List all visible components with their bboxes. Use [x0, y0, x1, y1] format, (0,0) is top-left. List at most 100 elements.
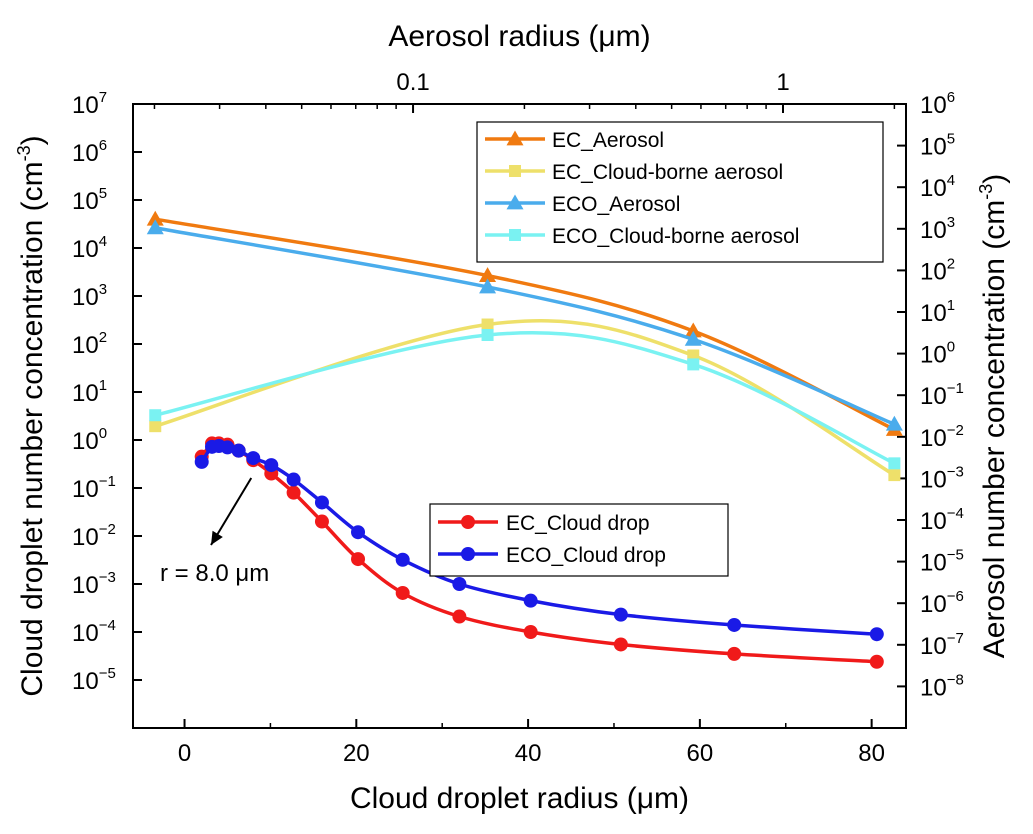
right-axis: 10−8 10−7 10−6 10−5 10−4 10−3 10−2 10−1 100 101 10…	[897, 89, 1011, 701]
right-tick-label: 10−7	[920, 630, 964, 660]
data-point	[684, 330, 702, 346]
right-tick-label: 10−5	[920, 547, 964, 577]
series-eco-aerosol	[146, 219, 903, 431]
legend-box	[429, 503, 729, 577]
data-point	[727, 646, 742, 661]
right-axis-title: Aerosol number concentration (cm-3)	[976, 174, 1011, 659]
data-point	[885, 415, 903, 431]
right-tick-label: 104	[920, 172, 955, 202]
data-point	[452, 609, 467, 624]
data-point	[149, 420, 162, 433]
legend-marker	[509, 229, 521, 241]
data-point	[146, 219, 164, 235]
data-point	[727, 617, 742, 632]
right-tick-label: 10−1	[920, 380, 964, 410]
data-point	[869, 654, 884, 669]
annotation: r = 8.0 μm	[160, 477, 269, 587]
data-point	[314, 514, 329, 529]
legend-marker	[506, 194, 524, 210]
data-point	[479, 267, 497, 282]
data-point	[613, 637, 628, 652]
left-tick-label: 101	[72, 377, 107, 407]
legend-aerosol: EC_Aerosol EC_Cloud-borne aerosol ECO_Aero…	[476, 121, 884, 263]
right-tick-label: 103	[920, 214, 955, 244]
legend-marker	[506, 130, 524, 146]
data-point	[523, 625, 538, 639]
legend-label: ECO_Cloud drop	[506, 544, 666, 567]
bottom-tick-label: 0	[178, 740, 191, 767]
data-point	[687, 358, 700, 371]
left-tick-label: 100	[72, 425, 107, 455]
data-point	[613, 607, 628, 622]
left-tick-label: 105	[72, 185, 107, 215]
top-tick-label: 1	[776, 69, 789, 96]
top-axis: 0.1 1 Aerosol radius (μm)	[153, 20, 896, 113]
top-axis-title: Aerosol radius (μm)	[388, 20, 650, 53]
legend-marker	[461, 547, 475, 561]
data-point	[452, 577, 467, 591]
left-tick-label: 106	[72, 137, 107, 167]
legend-marker	[461, 515, 475, 529]
plot-frame	[132, 103, 907, 729]
annotation-arrow-head	[211, 530, 223, 545]
left-tick-label: 107	[72, 89, 107, 119]
data-point	[220, 440, 235, 455]
left-axis-title: Cloud droplet number concentration (cm-3…	[14, 135, 49, 696]
data-point	[194, 454, 209, 469]
bottom-tick-label: 20	[343, 740, 370, 767]
data-point	[246, 451, 261, 466]
data-point	[286, 472, 301, 487]
right-tick-label: 105	[920, 131, 955, 161]
legend-label: EC_Aerosol	[552, 129, 664, 152]
series-ec-cloud-borne-aerosol	[149, 318, 901, 482]
series-line	[155, 217, 896, 432]
left-tick-label: 10−4	[72, 617, 116, 647]
legend-label: EC_Cloud drop	[506, 512, 650, 535]
bottom-tick-label: 60	[687, 740, 714, 767]
series-line	[154, 330, 896, 465]
bottom-tick-label: 40	[515, 740, 542, 767]
bottom-tick-label: 80	[858, 740, 885, 767]
left-tick-label: 10−3	[72, 569, 116, 599]
legend-box	[476, 121, 884, 263]
bottom-axis: 0 20 40 60 80 Cloud droplet radius (μm)	[178, 719, 885, 815]
right-tick-label: 10−2	[920, 422, 964, 452]
data-point	[888, 457, 901, 470]
annotation-arrow-line	[210, 477, 253, 546]
data-point	[146, 210, 164, 226]
data-point	[479, 278, 497, 294]
left-tick-label: 10−5	[72, 665, 116, 695]
right-tick-label: 10−6	[920, 588, 964, 618]
legend-label: ECO_Aerosol	[552, 193, 680, 216]
data-point	[286, 485, 301, 500]
series-line	[154, 226, 896, 426]
legend-label: ECO_Cloud-borne aerosol	[552, 225, 799, 248]
data-point	[481, 328, 494, 341]
right-tick-label: 102	[920, 255, 955, 285]
legend-label: EC_Cloud-borne aerosol	[552, 161, 783, 184]
left-tick-label: 104	[72, 233, 107, 263]
data-point	[888, 469, 901, 482]
left-axis: 10−5 10−4 10−3 10−2 10−1 100 101 102 103 104 105 10…	[14, 89, 142, 697]
data-point	[395, 552, 410, 567]
data-point	[869, 627, 884, 642]
series-eco-cloud-drop	[194, 438, 884, 642]
legend-cloud: EC_Cloud drop ECO_Cloud drop	[429, 503, 729, 577]
right-tick-label: 101	[920, 297, 955, 327]
left-tick-label: 103	[72, 281, 107, 311]
data-point	[351, 552, 366, 567]
data-point	[231, 443, 246, 458]
right-tick-label: 10−8	[920, 671, 964, 701]
data-point	[395, 585, 410, 600]
series-line	[154, 319, 896, 477]
bottom-axis-title: Cloud droplet radius (μm)	[350, 782, 689, 815]
right-tick-label: 10−4	[920, 505, 964, 535]
right-tick-label: 10−3	[920, 463, 964, 493]
legend-marker	[509, 165, 521, 177]
data-point	[351, 525, 366, 540]
data-point	[481, 318, 494, 331]
data-point	[149, 409, 162, 422]
right-tick-label: 100	[920, 339, 955, 369]
annotation-text: r = 8.0 μm	[160, 560, 269, 587]
